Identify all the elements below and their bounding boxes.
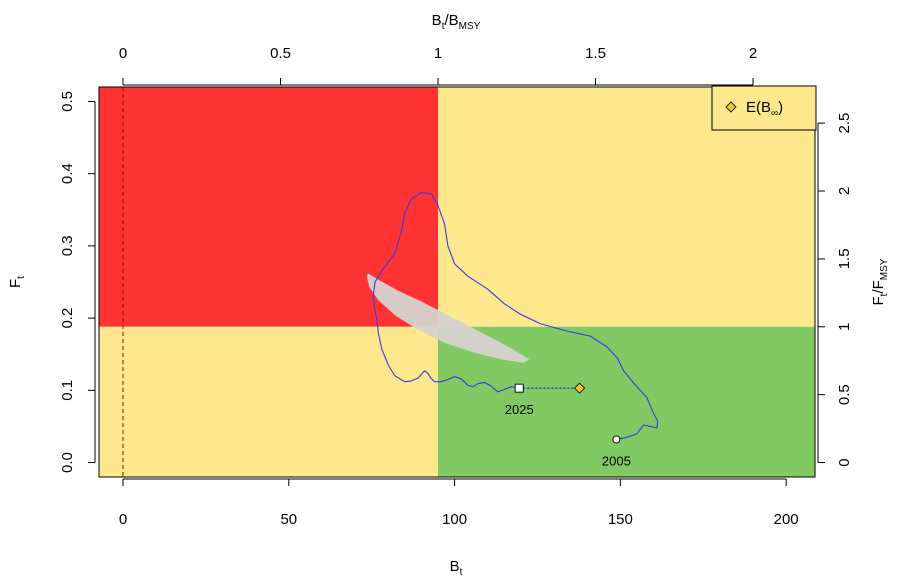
right-axis-title-main: F [870,296,887,305]
status-zones [99,87,815,477]
legend-label-end: ) [778,99,783,116]
end-year-label: 2025 [505,402,534,417]
bottom-tick-label: 200 [774,511,799,528]
trajectory-line [372,191,659,440]
right-axis-title-main2: F [870,280,887,289]
legend-label: E(B∞) [746,99,783,119]
top-tick-label: 0 [119,45,127,62]
bottom-axis-title-sub: t [460,567,463,578]
right-tick-label: 1 [836,323,853,331]
legend-diamond-icon [725,101,737,113]
trajectory-layer [372,191,659,440]
top-tick-label: 2 [749,45,757,62]
top-axis-title-sep: / [444,12,449,29]
right-axis-title: Ft/FMSY [870,258,890,305]
markers-layer: 2005 2025 [505,382,631,468]
legend: E(B∞) [711,85,817,131]
right-tick-label: 2 [836,187,853,195]
right-axis-title-sub2: MSY [879,258,890,280]
bottom-tick-label: 50 [280,511,297,528]
confidence-region-layer [367,273,530,363]
right-tick-label: 0.5 [836,384,853,405]
bottom-tick-label: 150 [608,511,633,528]
top-axis: 0 0.5 1 1.5 2 [119,45,757,86]
confidence-region [367,273,530,363]
top-axis-title-sub2: MSY [459,21,481,32]
plot-frame [98,86,816,478]
left-axis-title-main: F [7,279,24,288]
left-tick-label: 0.0 [59,452,76,473]
legend-label-main: E(B [746,99,771,116]
start-year-label: 2005 [602,453,631,468]
left-axis-title: Ft [7,276,27,288]
bottom-tick-label: 0 [119,511,127,528]
left-tick-label: 0.4 [59,163,76,184]
top-tick-label: 0.5 [270,45,291,62]
bottom-axis-title-main: B [450,558,460,575]
right-axis: 0 0.5 1 1.5 2 2.5 [817,113,853,467]
left-tick-label: 0.1 [59,380,76,401]
right-axis-title-sep: / [870,289,887,294]
right-tick-label: 1.5 [836,248,853,269]
top-tick-label: 1 [434,45,442,62]
bottom-axis-title: Bt [450,558,463,578]
left-tick-label: 0.5 [59,91,76,112]
left-axis-title-sub: t [16,276,27,279]
top-axis-title-main: B [432,12,442,29]
zone-no-overfishing-overfished [99,326,439,477]
right-tick-label: 2.5 [836,113,853,134]
end-point [514,383,524,393]
bottom-axis: 0 50 100 150 200 [119,478,799,528]
legend-label-sub: ∞ [771,108,778,119]
top-axis-title-sub: t [442,21,445,32]
left-axis: 0.0 0.1 0.2 0.3 0.4 0.5 [59,91,96,473]
top-tick-label: 1.5 [585,45,606,62]
right-tick-label: 0 [836,458,853,466]
top-axis-title: Bt/BMSY [432,12,481,32]
start-point [612,435,621,444]
left-tick-label: 0.3 [59,235,76,256]
right-axis-title-sub: t [879,293,890,296]
bottom-tick-label: 100 [442,511,467,528]
top-axis-title-main2: B [449,12,459,29]
left-tick-label: 0.2 [59,308,76,329]
equilibrium-point [574,382,586,394]
